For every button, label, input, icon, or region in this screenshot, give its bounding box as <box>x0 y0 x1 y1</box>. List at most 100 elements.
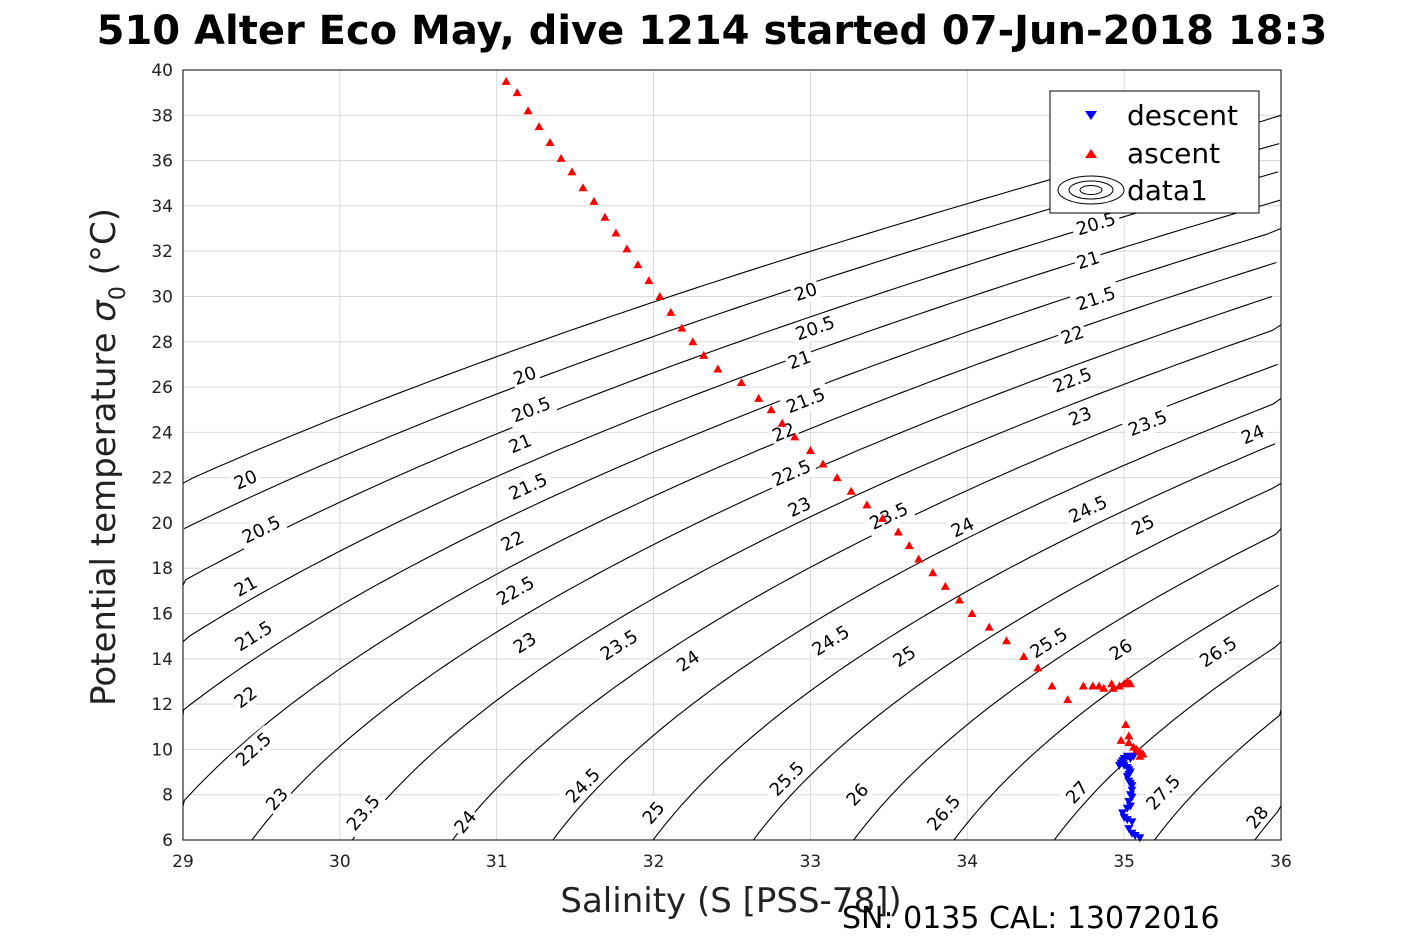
y-tick-label: 34 <box>151 197 173 217</box>
svg-text:22: 22 <box>498 527 528 556</box>
svg-text:21: 21 <box>231 572 261 601</box>
footer-serial: SN: 0135 CAL: 13072016 <box>842 901 1220 936</box>
contour-label: 22 <box>228 680 264 715</box>
legend-box <box>1049 90 1260 214</box>
legend-data1-label: data1 <box>1127 174 1208 207</box>
plot-frame <box>182 69 1282 841</box>
contour-label: 24 <box>945 511 980 544</box>
legend-data1-icon <box>1057 175 1125 205</box>
contour-label: 27.5 <box>1138 767 1188 818</box>
x-tick-label: 33 <box>800 852 822 872</box>
y-tick-label: 22 <box>151 469 173 489</box>
ascent-point <box>644 276 654 285</box>
ascent-point <box>666 307 676 316</box>
legend-ascent-marker <box>1085 149 1097 158</box>
descent-point <box>1127 786 1137 795</box>
descent-point <box>1114 761 1124 770</box>
ascent-point <box>622 244 632 253</box>
ascent-point <box>777 418 787 427</box>
isopycnal-24.5 <box>544 397 1282 841</box>
ascent-point <box>545 137 555 146</box>
ascent-point <box>1063 695 1073 704</box>
svg-text:25: 25 <box>889 642 920 672</box>
y-tick-label: 8 <box>162 786 173 806</box>
svg-text:28: 28 <box>1242 802 1273 833</box>
svg-text:26: 26 <box>1106 635 1137 665</box>
y-tick-label: 20 <box>151 514 173 534</box>
isopycnal-25.5 <box>745 482 1282 841</box>
ascent-point <box>790 432 800 441</box>
ascent-point <box>1099 683 1109 692</box>
svg-text:27: 27 <box>1062 777 1093 808</box>
y-tick-label: 38 <box>151 106 173 126</box>
y-tick-label: 36 <box>151 152 173 172</box>
ascent-point <box>904 541 914 550</box>
svg-text:22: 22 <box>231 682 262 713</box>
ascent-point <box>862 500 872 509</box>
ascent-point <box>633 260 643 269</box>
contour-label: 24 <box>1236 419 1270 450</box>
y-axis-label-main: Potential temperature <box>84 322 124 706</box>
svg-text:21.5: 21.5 <box>506 469 551 505</box>
ascent-point <box>928 568 938 577</box>
ascent-point <box>1125 679 1135 688</box>
ascent-point <box>611 228 621 237</box>
x-tick-label: 30 <box>329 852 351 872</box>
isopycnal-23 <box>243 295 1273 841</box>
x-tick-label: 36 <box>1270 852 1292 872</box>
ascent-point <box>1033 663 1043 672</box>
y-tick-label: 28 <box>151 333 173 353</box>
descent-point <box>1124 825 1134 834</box>
chart-title: 510 Alter Eco May, dive 1214 started 07-… <box>97 8 1328 54</box>
contour-label: 21.5 <box>1069 280 1123 317</box>
ascent-point <box>914 554 924 563</box>
contour-label: 23 <box>507 626 543 660</box>
contour-label: 22 <box>1056 320 1089 350</box>
ascent-point <box>1124 731 1134 740</box>
contour-label: 23 <box>259 781 295 817</box>
contour-label: 27 <box>1059 775 1095 810</box>
y-tick-label: 26 <box>151 378 173 398</box>
svg-text:23: 23 <box>510 628 541 658</box>
contour-label: 26.5 <box>1192 629 1245 675</box>
isopycnal-25 <box>645 443 1276 841</box>
x-tick-label: 35 <box>1113 852 1135 872</box>
axis-ticks: 29 30 31 32 33 34 35 36 6 8 10 12 14 16 18 20 22 24 26 28 30… <box>151 61 1291 872</box>
ascent-point <box>1088 681 1098 690</box>
svg-text:23.5: 23.5 <box>1125 407 1170 441</box>
descent-point <box>1118 809 1128 818</box>
ascent-point <box>940 581 950 590</box>
svg-text:24: 24 <box>450 807 481 838</box>
y-tick-label: 24 <box>151 423 173 443</box>
ascent-point <box>766 405 776 414</box>
isopycnal-23.5 <box>344 324 1282 841</box>
isopycnal-21 <box>182 171 1279 586</box>
ascent-point <box>878 513 888 522</box>
svg-text:20.5: 20.5 <box>509 393 554 427</box>
isopycnal-22.5 <box>182 261 1277 807</box>
ascent-point <box>534 122 544 131</box>
contour-label: 26 <box>840 777 875 813</box>
descent-point <box>1135 834 1145 843</box>
ascent-point <box>1114 681 1124 690</box>
ascent-point <box>1124 738 1134 747</box>
ascent-point <box>713 364 723 373</box>
y-tick-label: 30 <box>151 287 173 307</box>
ascent-point <box>818 459 828 468</box>
svg-text:23: 23 <box>262 784 293 815</box>
x-tick-label: 32 <box>643 852 665 872</box>
contour-label: 25 <box>1126 509 1160 541</box>
ascent-point <box>600 212 610 221</box>
y-tick-label: 40 <box>151 61 173 81</box>
svg-text:22.5: 22.5 <box>769 456 814 491</box>
y-axis-label-unit: (°C) <box>84 208 124 286</box>
data-points <box>501 76 1148 843</box>
ascent-point <box>1116 735 1126 744</box>
descent-point <box>1124 798 1134 806</box>
density-contours <box>182 114 1282 841</box>
ascent-point <box>1047 681 1057 690</box>
legend-ascent-label: ascent <box>1127 137 1220 170</box>
y-tick-label: 16 <box>151 605 173 625</box>
ascent-point <box>805 445 815 454</box>
